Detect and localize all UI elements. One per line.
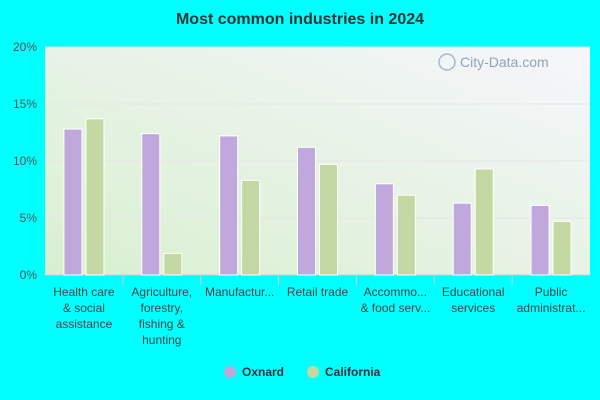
- legend-label-california: California: [325, 365, 381, 379]
- x-tick-label: Public administrat...: [517, 285, 586, 315]
- x-tick-label: Manufactur...: [205, 285, 274, 299]
- x-tick-label: Accommo... & food serv...: [360, 285, 430, 315]
- y-tick-label: 20%: [13, 40, 37, 54]
- x-tick-label: Health care & social assistance: [53, 285, 115, 331]
- bar-oxnard: [141, 133, 161, 276]
- bar-oxnard: [63, 128, 83, 276]
- bar-oxnard: [452, 202, 472, 276]
- bar-oxnard: [374, 183, 394, 276]
- y-tick-label: 0%: [20, 268, 38, 282]
- x-tick-label: Educational services: [442, 285, 505, 315]
- y-tick-label: 10%: [13, 154, 37, 168]
- x-tick-label: Agriculture, forestry, fishing & hunting: [131, 285, 192, 347]
- bars: [63, 118, 572, 276]
- bar-oxnard: [219, 135, 239, 276]
- bar-california: [319, 163, 338, 276]
- y-axis: 0% 5% 10% 15% 20%: [13, 40, 37, 282]
- watermark: City-Data.com: [438, 53, 549, 71]
- bar-california: [241, 179, 261, 276]
- bar-oxnard: [297, 146, 316, 276]
- bar-california: [163, 252, 183, 276]
- bar-california: [85, 118, 105, 276]
- x-axis: Health care & social assistance Agriculture…: [53, 285, 585, 347]
- legend-swatch-california: [307, 366, 319, 378]
- legend-swatch-oxnard: [224, 366, 236, 378]
- bar-california: [552, 220, 572, 276]
- bar-california: [474, 168, 494, 276]
- chart-title: Most common industries in 2024: [176, 11, 424, 28]
- x-tick-label: Retail trade: [287, 285, 349, 299]
- grid: [45, 46, 590, 285]
- legend: Oxnard California: [224, 365, 381, 379]
- y-tick-label: 15%: [13, 97, 37, 111]
- bar-california: [396, 194, 416, 276]
- y-tick-label: 5%: [20, 211, 38, 225]
- legend-label-oxnard: Oxnard: [242, 365, 284, 379]
- watermark-text: City-Data.com: [460, 54, 549, 70]
- bar-oxnard: [530, 204, 550, 276]
- watermark-icon: [438, 53, 456, 71]
